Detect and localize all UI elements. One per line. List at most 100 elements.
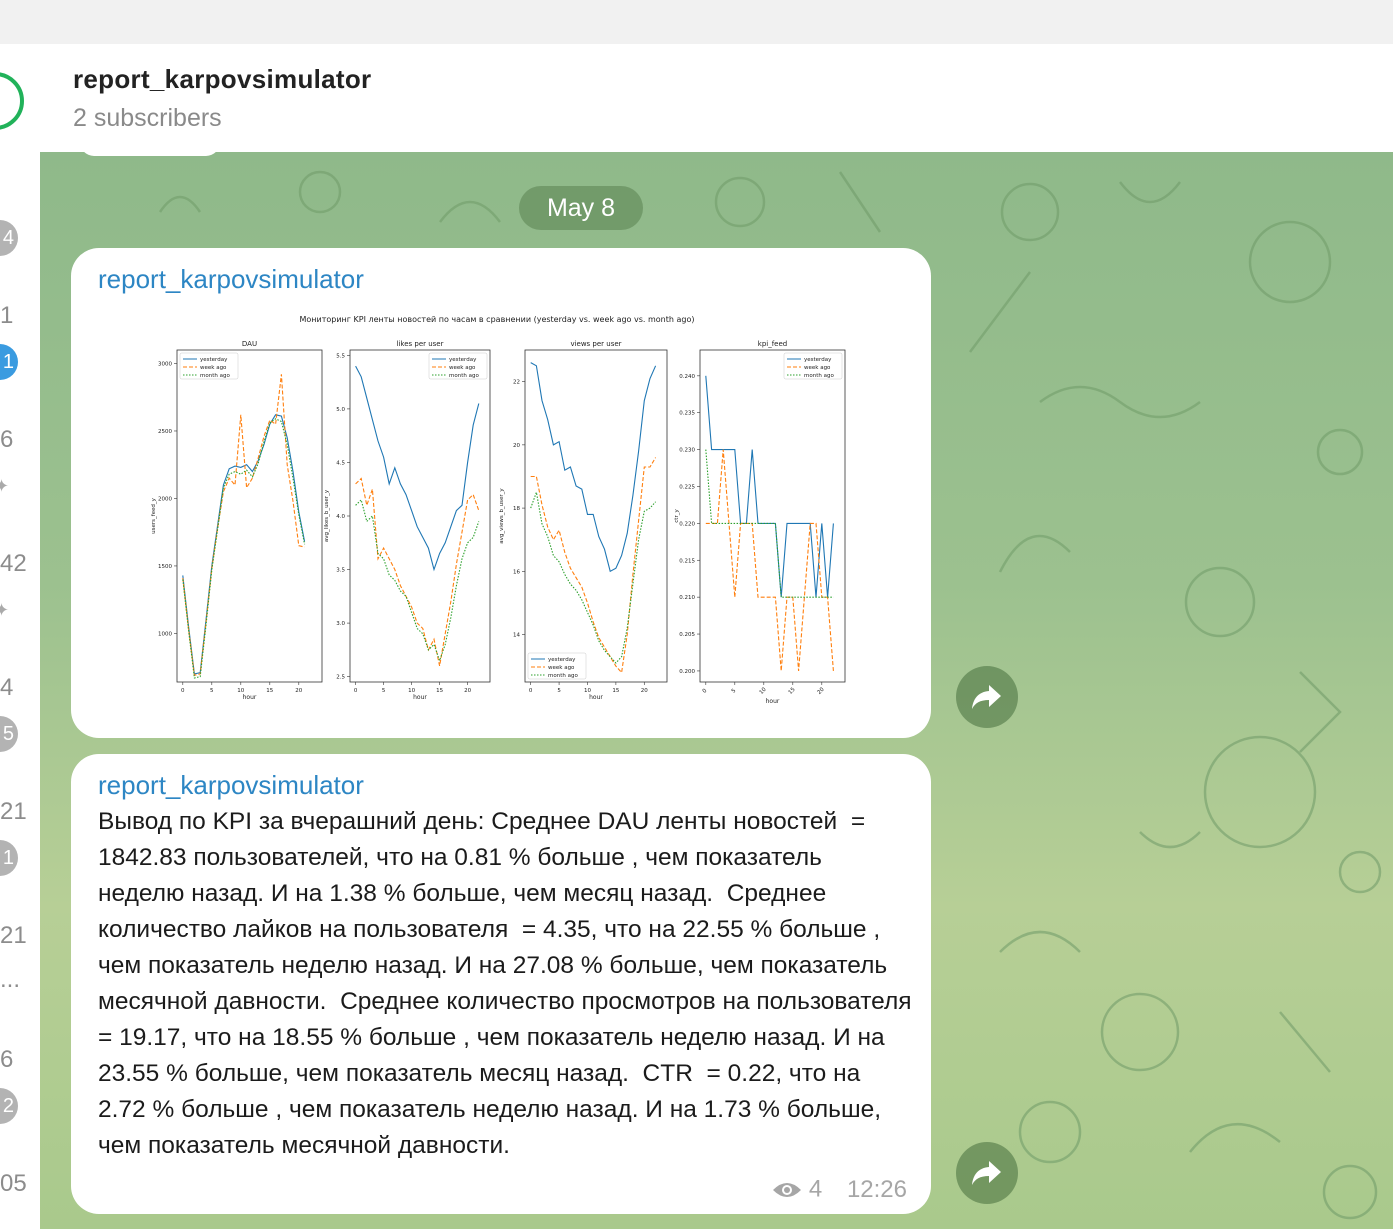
legend-label: yesterday	[548, 657, 576, 663]
chat-count: 42	[0, 550, 27, 577]
message-text: Вывод по KPI за вчерашний день: Среднее …	[98, 808, 926, 1159]
y-tick-label: 0.235	[679, 411, 695, 417]
message-time: 12:26	[846, 1176, 907, 1203]
y-tick-label: 0.220	[679, 521, 695, 527]
y-tick-label: 1000	[158, 631, 172, 637]
message-bubble-chart[interactable]: report_karpovsimulator Мониторинг KPI ле…	[71, 248, 931, 738]
kpi-chart-image[interactable]: Мониторинг KPI ленты новостей по часам в…	[127, 310, 867, 720]
series-line-month-ago	[530, 490, 657, 664]
pin-icon: ✦	[0, 600, 10, 620]
x-axis-label: hour	[766, 698, 780, 705]
chart-legend: yesterday week ago month ago	[783, 352, 843, 380]
x-tick-label: 15	[436, 688, 443, 694]
chart-panel-3: kpi_feed 0.200 0.205 0.210 0.215 0.220 0.225 0.…	[674, 340, 846, 705]
chat-count: 05	[0, 1170, 27, 1197]
y-tick-label: 5.5	[336, 353, 345, 359]
x-tick-label: 20	[816, 686, 826, 696]
y-tick-label: 2500	[158, 429, 172, 435]
x-axis-label: hour	[589, 694, 603, 701]
y-tick-label: 4.5	[336, 460, 345, 466]
previous-message-bubble	[80, 152, 220, 156]
x-tick-label: 5	[382, 688, 386, 694]
x-tick-label: 0	[354, 688, 358, 694]
window-top-strip	[0, 0, 1393, 44]
x-tick-label: 10	[408, 688, 415, 694]
forward-button[interactable]	[956, 1142, 1018, 1204]
date-separator: May 8	[519, 186, 643, 230]
legend-label: yesterday	[449, 357, 477, 363]
x-tick-label: 5	[731, 688, 738, 695]
series-line-week-ago	[355, 477, 480, 667]
x-tick-label: 20	[464, 688, 471, 694]
y-axis-label: users_feed_y	[151, 497, 157, 534]
plot-frame	[349, 349, 491, 683]
message-meta: 4 12:26	[772, 1175, 907, 1204]
y-tick-label: 1500	[158, 564, 172, 570]
chat-background: May 8 report_karpovsimulator Мониторинг …	[40, 152, 1393, 1229]
views-eye-icon	[773, 1183, 802, 1197]
x-tick-label: 10	[237, 688, 244, 694]
channel-title: report_karpovsimulator	[73, 64, 372, 94]
legend-label: yesterday	[200, 357, 228, 363]
y-tick-label: 0.215	[679, 558, 695, 564]
pin-icon: ✦	[0, 476, 10, 496]
series-line-month-ago	[355, 498, 480, 663]
y-tick-label: 0.205	[679, 632, 695, 638]
x-tick-label: 15	[266, 688, 273, 694]
series-line-month-ago	[705, 449, 834, 598]
x-axis-label: hour	[413, 694, 427, 701]
y-tick-label: 22	[513, 380, 520, 386]
y-tick-label: 0.200	[679, 669, 695, 675]
chart-panel-0: DAU 1000 1500 2000 2500 3000 0 5 10 15 20 hour users…	[151, 340, 323, 701]
chart-legend: yesterday week ago month ago	[428, 352, 488, 380]
x-tick-label: 5	[557, 688, 561, 694]
series-line-week-ago	[182, 374, 305, 676]
y-tick-label: 0.240	[679, 374, 695, 380]
forward-button[interactable]	[956, 666, 1018, 728]
chat-count: 1	[0, 302, 14, 329]
x-tick-label: 20	[641, 688, 648, 694]
chat-header[interactable]: report_karpovsimulator 2 subscribers	[40, 44, 1393, 153]
x-tick-label: 10	[758, 686, 768, 696]
y-tick-label: 2000	[158, 496, 172, 502]
chart-title: Мониторинг KPI ленты новостей по часам в…	[300, 315, 695, 324]
chat-count: 6	[0, 1046, 14, 1073]
unread-badge: 2	[0, 1088, 18, 1124]
panel-title: views per user	[570, 340, 621, 348]
y-tick-label: 0.230	[679, 448, 695, 454]
panel-title: likes per user	[397, 340, 444, 348]
series-line-yesterday	[355, 365, 480, 572]
chat-count: 4	[0, 674, 14, 701]
x-tick-label: 5	[210, 688, 214, 694]
legend-label: month ago	[200, 373, 230, 379]
unread-badge: 5	[0, 716, 18, 752]
y-tick-label: 18	[513, 506, 520, 512]
series-line-month-ago	[182, 418, 306, 679]
y-tick-label: 3.5	[336, 568, 345, 574]
message-sender[interactable]: report_karpovsimulator	[98, 264, 364, 294]
y-tick-label: 14	[513, 633, 520, 639]
panel-title: kpi_feed	[758, 340, 787, 348]
legend-label: week ago	[449, 365, 476, 371]
chat-preview-ellipsis: ...	[0, 966, 21, 993]
series-line-week-ago	[530, 457, 657, 674]
plot-frame	[524, 349, 668, 683]
panel-title: DAU	[242, 340, 257, 348]
chart-panel-2: views per user 14 16 18 20 22 0 5 10 15 20 hour avg_…	[499, 340, 668, 701]
series-line-yesterday	[530, 362, 657, 573]
chat-avatar[interactable]	[0, 72, 24, 130]
legend-label: week ago	[548, 665, 575, 671]
y-tick-label: 20	[513, 443, 520, 449]
x-tick-label: 0	[702, 688, 709, 695]
plot-frame	[176, 349, 323, 683]
y-tick-label: 4.0	[336, 514, 345, 520]
message-sender[interactable]: report_karpovsimulator	[98, 770, 364, 800]
legend-label: month ago	[548, 673, 578, 679]
message-bubble-text[interactable]: report_karpovsimulator Вывод по KPI за в…	[71, 754, 931, 1214]
unread-badge: 4	[0, 220, 18, 256]
chat-count: 6	[0, 426, 14, 453]
forward-icon	[972, 685, 1001, 709]
chart-legend: yesterday week ago month ago	[179, 352, 239, 380]
view-count: 4	[808, 1176, 823, 1203]
y-tick-label: 3.0	[336, 621, 345, 627]
